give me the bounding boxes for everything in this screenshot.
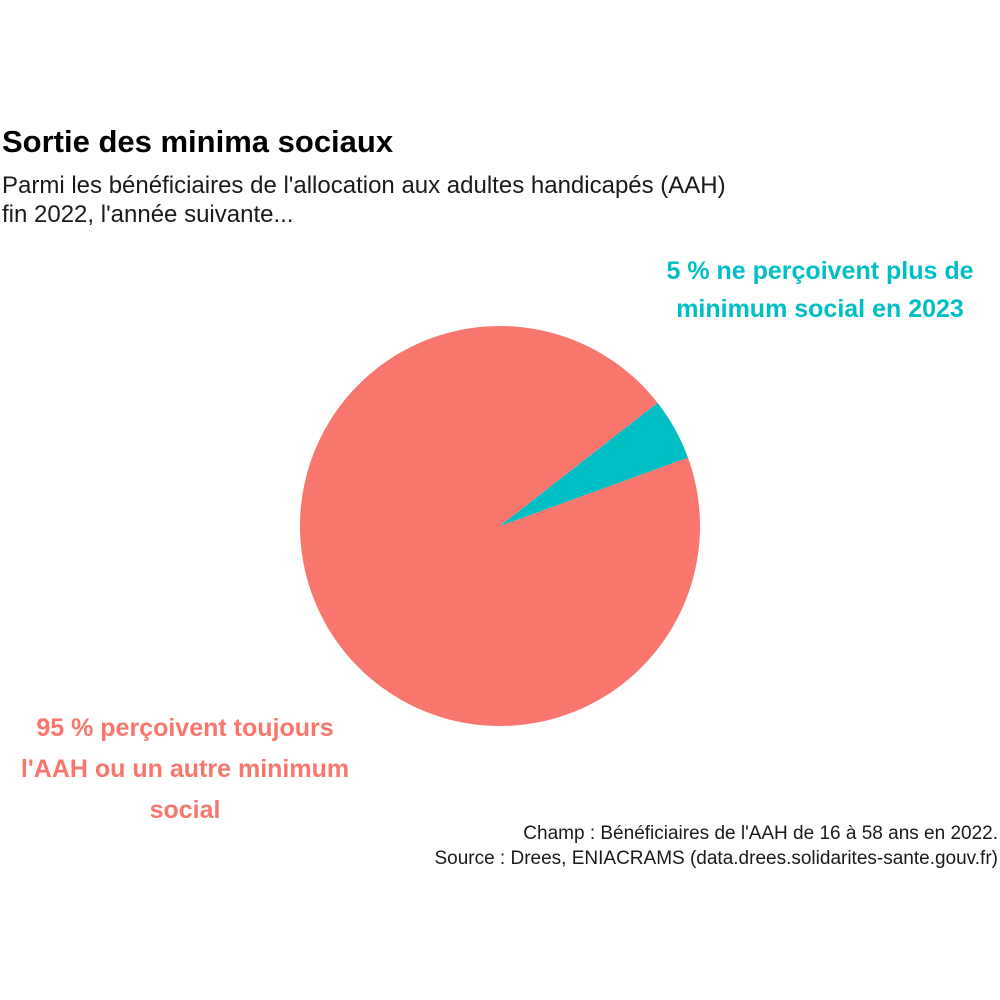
pie-slice-remaining [299,325,700,726]
chart-caption-line-1: Champ : Bénéficiaires de l'AAH de 16 à 5… [523,823,998,844]
slice-label-remaining-line-2: l'AAH ou un autre minimum [20,755,350,783]
slice-label-remaining-line-3: social [149,796,221,824]
slice-label-remaining-line-1: 95 % perçoivent toujours [36,714,334,742]
slice-label-exited-line-1: 5 % ne perçoivent plus de [666,257,974,285]
chart-caption-line-2: Source : Drees, ENIACRAMS (data.drees.so… [434,848,998,869]
slice-label-exited: 5 % ne perçoivent plus de minimum social… [620,252,1000,328]
chart-subtitle-line-1: Parmi les bénéficiaires de l'allocation … [2,172,726,199]
chart-subtitle-line-2: fin 2022, l'année suivante... [2,201,294,228]
slice-label-remaining: 95 % perçoivent toujours l'AAH ou un aut… [0,708,370,831]
slice-label-exited-line-2: minimum social en 2023 [676,295,964,323]
chart-title: Sortie des minima sociaux [2,124,394,159]
pie-slice-exited [500,402,688,526]
